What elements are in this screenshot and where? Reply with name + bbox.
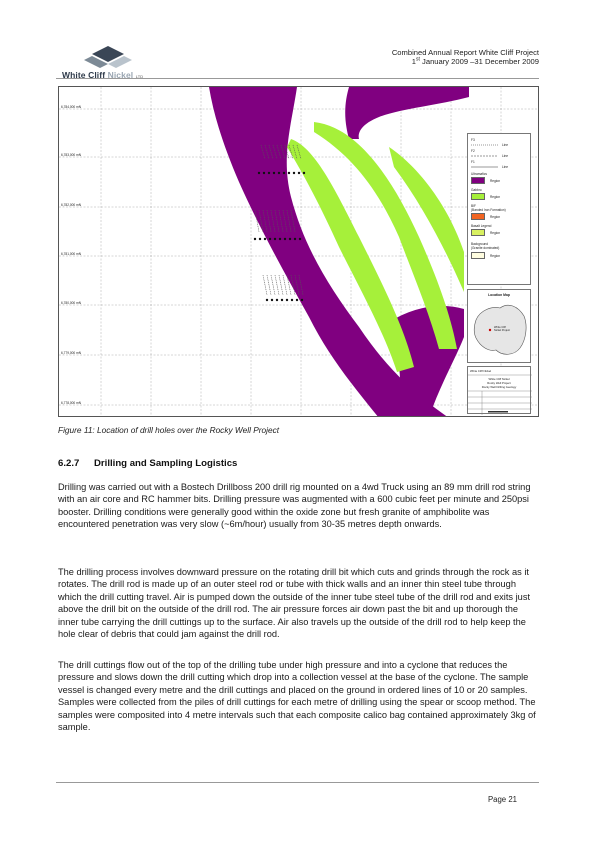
report-header: Combined Annual Report White Cliff Proje… — [392, 48, 539, 66]
ultramafic-unit-main — [209, 87, 447, 416]
legend-gabbro: Gabbro — [471, 188, 482, 192]
australia-outline-icon — [473, 304, 527, 355]
legend-line-label: Line — [502, 143, 509, 147]
footer-divider — [56, 782, 539, 783]
northing-label: 6,779,000 mN — [61, 351, 82, 355]
title-block-line: Rocky Well Drilling Geology — [481, 385, 517, 389]
logo-emblem-icon — [84, 46, 132, 68]
title-block-company: White Cliff Nickel — [470, 369, 492, 373]
legend-f3: F3 — [471, 138, 475, 142]
period-day-suffix: st — [416, 56, 420, 63]
legend-region-label: Region — [490, 231, 501, 235]
location-map-title: Location Map — [488, 293, 510, 297]
legend-region-label: Region — [490, 195, 501, 199]
northing-label: 6,784,000 mN — [61, 105, 82, 109]
drill-holes — [253, 144, 306, 302]
section-title: Drilling and Sampling Logistics — [94, 458, 238, 469]
map-legend: F3 Line F2 Line F1 Line Ultramafics Regi… — [467, 133, 531, 285]
legend-background: Background — [471, 242, 489, 246]
legend-ultramafics: Ultramafics — [471, 172, 487, 176]
logo-text-accent: Nickel — [107, 70, 134, 80]
gabbro-unit-central — [314, 122, 457, 349]
gabbro-unit-west — [287, 139, 414, 372]
northing-label: 6,783,000 mN — [61, 153, 82, 157]
location-map: Location Map White Cliff Nickel Project — [467, 289, 531, 363]
report-period: 1st January 2009 –31 December 2009 — [392, 57, 539, 66]
legend-region-label: Region — [490, 254, 501, 258]
title-block-line: Rocky Well Project — [487, 381, 511, 385]
period-day: 1 — [411, 57, 417, 66]
header-divider — [56, 78, 539, 79]
period-rest: January 2009 –31 December 2009 — [422, 57, 539, 66]
logo-text-main: White Cliff — [62, 70, 106, 80]
legend-bif: BIF — [471, 204, 476, 208]
northing-label: 6,778,000 mN — [61, 401, 82, 405]
report-title: Combined Annual Report White Cliff Proje… — [391, 48, 539, 57]
page-number: Page 21 — [487, 795, 517, 804]
legend-swatch-bif — [471, 213, 485, 220]
legend-swatch-background — [471, 252, 485, 259]
figure-caption: Figure 11: Location of drill holes over … — [58, 425, 280, 435]
gabbro-unit-east — [389, 147, 464, 292]
legend-bif-sub: (Banded Iron Formation) — [471, 208, 506, 212]
geology-map-drawing: 6,784,000 mN 6,783,000 mN 6,782,000 mN 6… — [59, 87, 538, 416]
company-logo: White Cliff Nickel LTD — [62, 44, 172, 84]
location-map-label: White Cliff — [494, 326, 506, 329]
legend-region-label: Region — [490, 215, 501, 219]
section-number: 6.2.7 — [58, 458, 80, 469]
legend-background-sub: (Granite dominated) — [471, 246, 500, 250]
ultramafic-unit-east — [345, 87, 469, 139]
legend-f1: F1 — [471, 160, 475, 164]
northing-label: 6,782,000 mN — [61, 203, 82, 207]
legend-line-label: Line — [502, 165, 509, 169]
title-block-grid — [468, 374, 532, 415]
northing-labels: 6,784,000 mN 6,783,000 mN 6,782,000 mN 6… — [61, 105, 82, 405]
map-title-block: White Cliff Nickel White Cliff Nickel Ro… — [467, 366, 532, 415]
section-heading: 6.2.7 Drilling and Sampling Logistics — [58, 458, 237, 469]
body-paragraph: Drilling was carried out with a Bostech … — [58, 482, 531, 530]
geology-map: 6,784,000 mN 6,783,000 mN 6,782,000 mN 6… — [58, 86, 539, 417]
logo-text-suffix: LTD — [135, 74, 144, 79]
logo-text: White Cliff Nickel LTD — [62, 70, 143, 80]
body-paragraph: The drill cuttings flow out of the top o… — [58, 660, 536, 733]
legend-basalt: Basalt Legend — [471, 224, 492, 228]
body-paragraph: The drilling process involves downward p… — [58, 567, 531, 640]
legend-line-label: Line — [502, 154, 509, 158]
title-block-line: White Cliff Nickel — [488, 377, 510, 381]
legend-region-label: Region — [490, 179, 501, 183]
legend-line-samples — [471, 144, 498, 168]
northing-label: 6,781,000 mN — [61, 252, 82, 256]
legend-f2: F2 — [471, 149, 475, 153]
legend-swatch-ultramafic — [471, 177, 485, 184]
legend-swatch-basalt — [471, 229, 485, 236]
location-map-label: Nickel Project — [494, 329, 510, 332]
northing-label: 6,780,000 mN — [61, 301, 82, 305]
legend-swatch-gabbro — [471, 193, 485, 200]
